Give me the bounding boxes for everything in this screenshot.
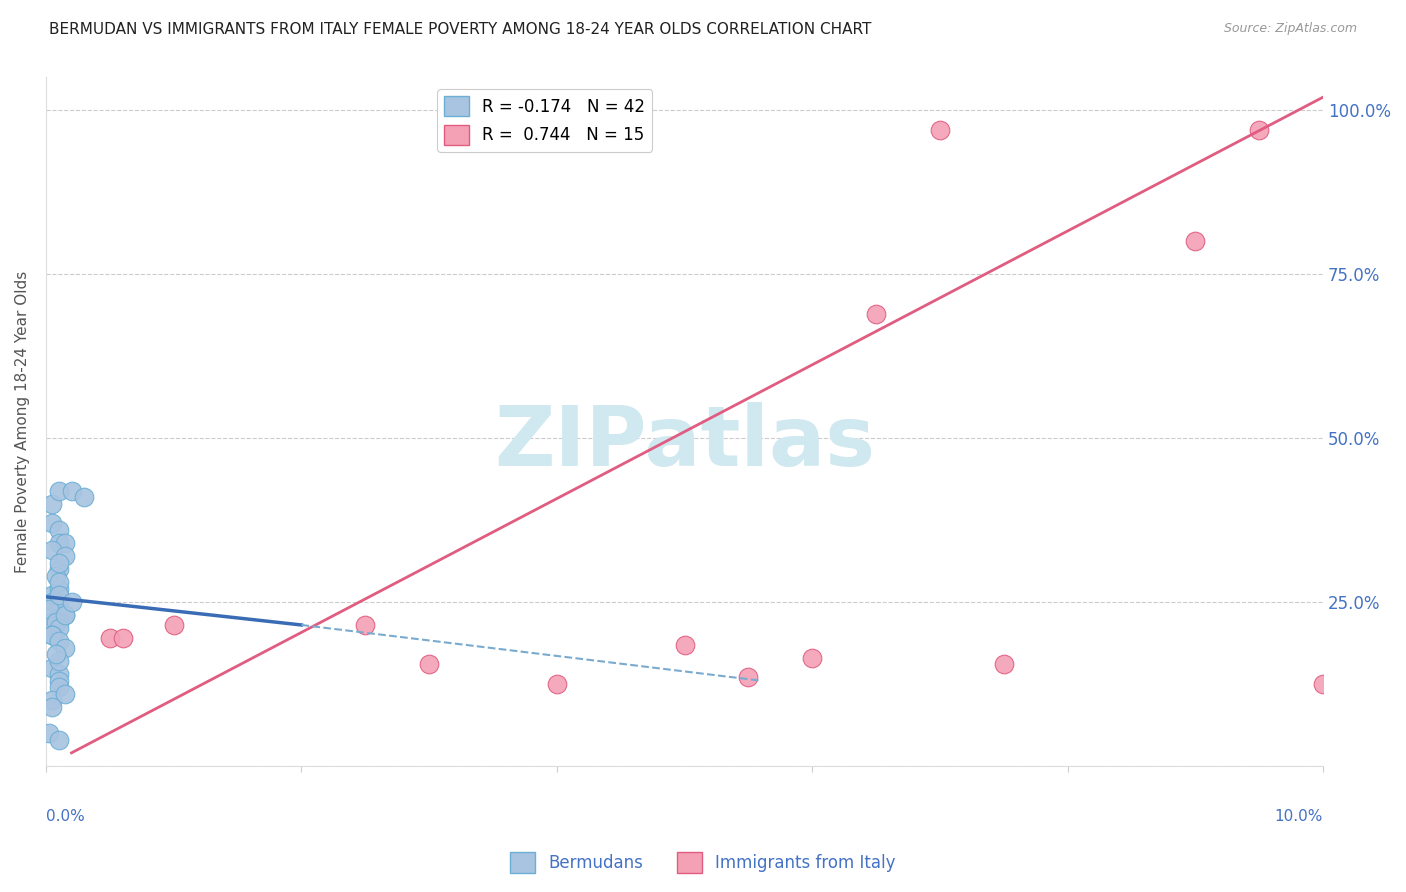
Point	[48, 523, 70, 537]
Point	[41, 693, 63, 707]
Legend: R = -0.174   N = 42, R =  0.744   N = 15: R = -0.174 N = 42, R = 0.744 N = 15	[437, 89, 652, 152]
Point	[48, 615, 70, 629]
Text: 0.0%: 0.0%	[46, 808, 84, 823]
Point	[1249, 123, 1271, 137]
Point	[38, 601, 60, 615]
Point	[48, 575, 70, 590]
Point	[53, 549, 76, 563]
Point	[45, 615, 67, 629]
Point	[163, 618, 186, 632]
Point	[41, 589, 63, 603]
Point	[48, 667, 70, 681]
Point	[38, 726, 60, 740]
Point	[48, 483, 70, 498]
Point	[53, 608, 76, 623]
Point	[737, 670, 759, 684]
Point	[48, 595, 70, 609]
Point	[45, 648, 67, 662]
Y-axis label: Female Poverty Among 18-24 Year Olds: Female Poverty Among 18-24 Year Olds	[15, 270, 30, 573]
Point	[45, 569, 67, 583]
Point	[354, 618, 377, 632]
Text: BERMUDAN VS IMMIGRANTS FROM ITALY FEMALE POVERTY AMONG 18-24 YEAR OLDS CORRELATI: BERMUDAN VS IMMIGRANTS FROM ITALY FEMALE…	[49, 22, 872, 37]
Point	[993, 657, 1015, 672]
Point	[41, 615, 63, 629]
Point	[48, 589, 70, 603]
Point	[48, 536, 70, 550]
Point	[41, 628, 63, 642]
Point	[60, 595, 83, 609]
Legend: Bermudans, Immigrants from Italy: Bermudans, Immigrants from Italy	[503, 846, 903, 880]
Point	[48, 634, 70, 648]
Point	[48, 582, 70, 596]
Point	[418, 657, 440, 672]
Point	[111, 631, 134, 645]
Point	[41, 628, 63, 642]
Point	[41, 700, 63, 714]
Point	[1184, 235, 1206, 249]
Point	[41, 595, 63, 609]
Text: Source: ZipAtlas.com: Source: ZipAtlas.com	[1223, 22, 1357, 36]
Point	[53, 687, 76, 701]
Point	[48, 621, 70, 635]
Point	[41, 660, 63, 674]
Point	[673, 638, 696, 652]
Point	[60, 483, 83, 498]
Point	[53, 608, 76, 623]
Point	[1312, 677, 1334, 691]
Point	[98, 631, 121, 645]
Point	[48, 556, 70, 570]
Point	[48, 680, 70, 694]
Text: 10.0%: 10.0%	[1275, 808, 1323, 823]
Point	[929, 123, 952, 137]
Point	[48, 562, 70, 576]
Point	[801, 650, 824, 665]
Point	[41, 542, 63, 557]
Point	[48, 654, 70, 668]
Point	[48, 673, 70, 688]
Point	[53, 536, 76, 550]
Text: ZIPatlas: ZIPatlas	[494, 402, 875, 483]
Point	[41, 516, 63, 531]
Point	[546, 677, 568, 691]
Point	[73, 490, 96, 504]
Point	[48, 732, 70, 747]
Point	[53, 640, 76, 655]
Point	[41, 497, 63, 511]
Point	[865, 306, 887, 320]
